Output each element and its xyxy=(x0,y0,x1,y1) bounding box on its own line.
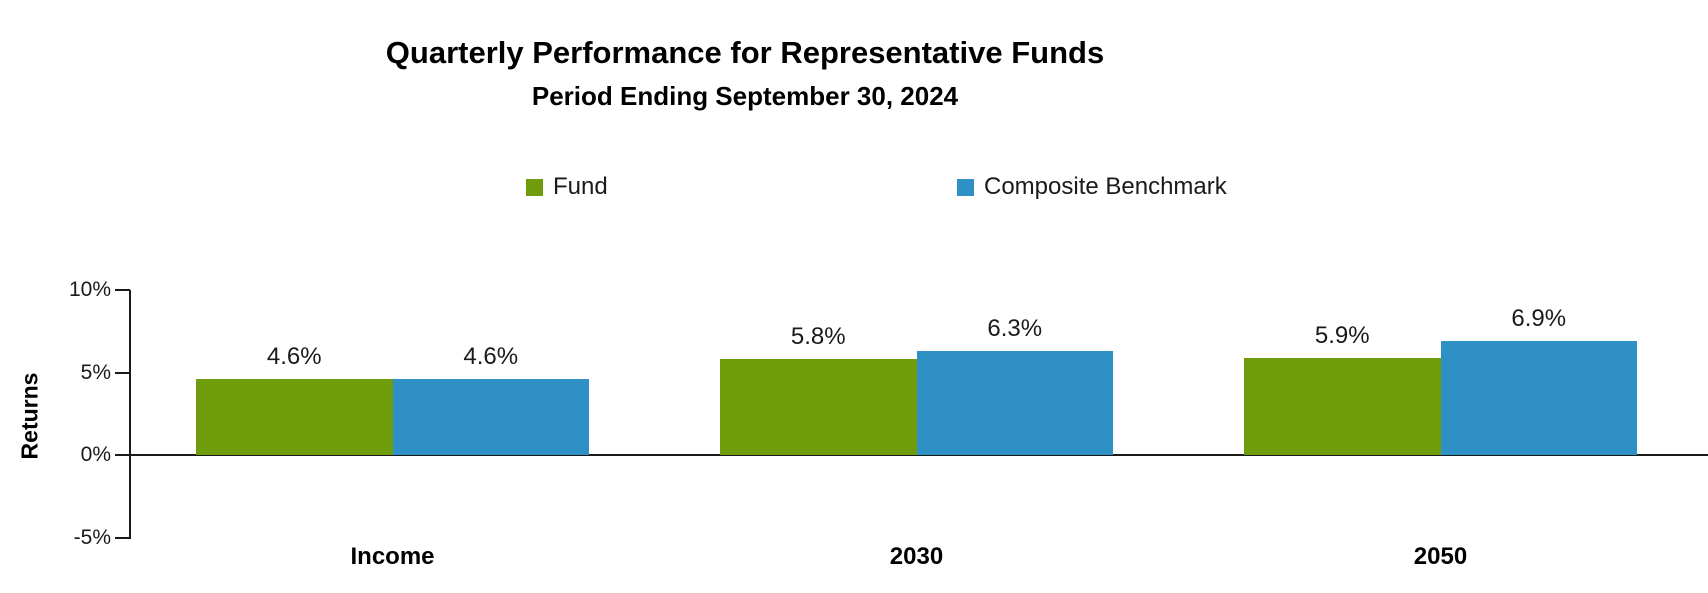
x-axis-baseline xyxy=(129,454,1708,456)
bar-value-label: 5.8% xyxy=(790,323,846,351)
bar-value-label: 4.6% xyxy=(463,343,519,371)
y-tick-mark xyxy=(115,371,130,374)
bar-value-label: 6.3% xyxy=(987,315,1043,343)
y-tick-label: 0% xyxy=(80,443,111,466)
benchmark-legend-swatch-icon xyxy=(957,178,974,196)
chart-subtitle: Period Ending September 30, 2024 xyxy=(531,81,959,111)
legend-item-fund: Fund xyxy=(526,171,608,203)
y-tick-label: 10% xyxy=(68,278,111,301)
y-tick-mark xyxy=(115,536,130,539)
benchmark-legend-label: Composite Benchmark xyxy=(984,173,1227,200)
y-tick-label: 5% xyxy=(80,360,111,384)
y-axis-line xyxy=(129,290,131,539)
bar-value-label: 5.9% xyxy=(1314,321,1370,349)
y-tick-mark xyxy=(115,454,130,456)
category-label-2050: 2050 xyxy=(1413,543,1468,570)
bar-fund-2030 xyxy=(720,359,917,455)
bar-composite-benchmark-2030 xyxy=(916,351,1113,455)
chart-header: Quarterly Performance for Representative… xyxy=(0,35,1490,111)
y-tick-label: -5% xyxy=(73,525,111,549)
chart-title: Quarterly Performance for Representative… xyxy=(385,35,1105,70)
bar-composite-benchmark-income xyxy=(392,379,589,455)
bar-value-label: 6.9% xyxy=(1511,305,1567,333)
fund-legend-swatch-icon xyxy=(526,178,543,196)
bar-composite-benchmark-2050 xyxy=(1440,341,1637,455)
category-label-income: Income xyxy=(350,543,435,570)
bar-fund-2050 xyxy=(1244,357,1441,455)
bar-value-label: 4.6% xyxy=(266,343,322,371)
category-label-2030: 2030 xyxy=(889,543,944,570)
bar-fund-income xyxy=(196,379,393,455)
y-tick-mark xyxy=(115,289,130,291)
fund-legend-label: Fund xyxy=(553,173,608,200)
y-axis-label: Returns xyxy=(16,372,43,460)
legend-item-composite-benchmark: Composite Benchmark xyxy=(957,171,1227,203)
